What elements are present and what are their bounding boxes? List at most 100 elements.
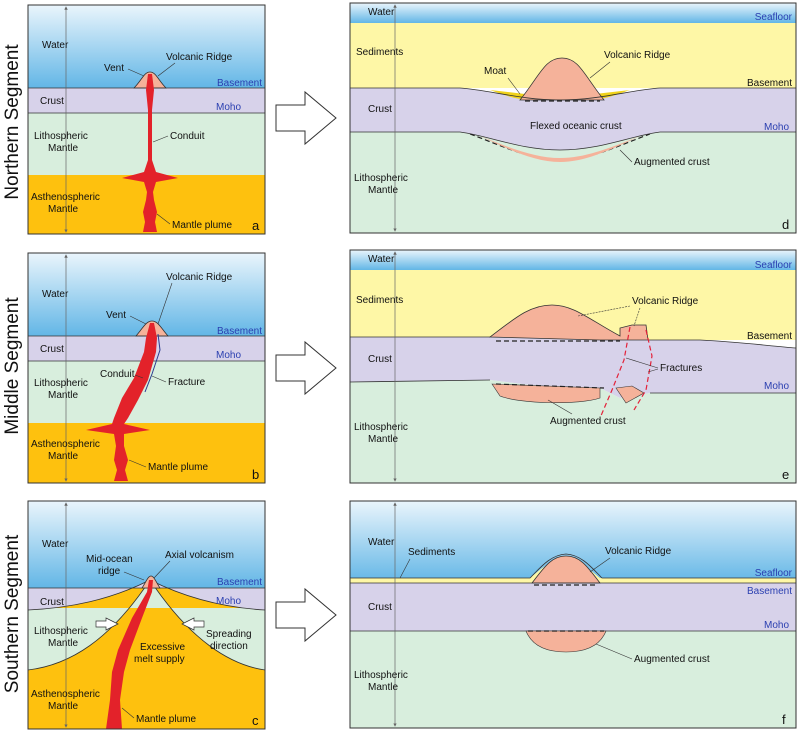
label-seafloor: Seafloor bbox=[755, 568, 793, 579]
segment-label-northern: Northern Segment bbox=[2, 44, 23, 200]
fracture-line bbox=[599, 326, 631, 419]
label-conduit: Conduit bbox=[100, 369, 135, 380]
label-moho: Moho bbox=[216, 350, 241, 361]
label-mor-2: ridge bbox=[98, 566, 121, 577]
label-seafloor: Seafloor bbox=[755, 12, 793, 23]
label-crust: Crust bbox=[40, 344, 64, 355]
panel-a: Water Vent Volcanic Ridge Basement Crust… bbox=[27, 4, 266, 235]
label-lith-1: Lithospheric bbox=[354, 173, 408, 184]
label-moat: Moat bbox=[484, 66, 506, 77]
label-augmented-crust: Augmented crust bbox=[634, 654, 710, 665]
label-lith-2: Mantle bbox=[368, 682, 398, 693]
augmented-crust-fill bbox=[525, 630, 607, 653]
label-melt-1: Excessive bbox=[140, 642, 185, 653]
label-asth-2: Mantle bbox=[48, 451, 78, 462]
label-fracture: Fracture bbox=[168, 377, 206, 388]
label-lith-1: Lithospheric bbox=[354, 670, 408, 681]
label-plume: Mantle plume bbox=[148, 462, 208, 473]
lithosphere bbox=[350, 132, 796, 233]
label-asth-1: Asthenospheric bbox=[31, 439, 100, 450]
label-volcanic-ridge: Volcanic Ridge bbox=[166, 52, 233, 63]
label-basement: Basement bbox=[747, 78, 792, 89]
label-crust: Crust bbox=[368, 104, 392, 115]
label-seafloor: Seafloor bbox=[755, 260, 793, 271]
label-water: Water bbox=[368, 7, 395, 18]
label-melt-2: melt supply bbox=[134, 654, 185, 665]
label-basement: Basement bbox=[747, 586, 792, 597]
label-fractures: Fractures bbox=[660, 363, 702, 374]
magma-conduit bbox=[122, 74, 178, 232]
label-asth-2: Mantle bbox=[48, 204, 78, 215]
flexed-crust-dashed bbox=[469, 133, 651, 161]
label-lith-2: Mantle bbox=[48, 143, 78, 154]
label-lith-2: Mantle bbox=[368, 434, 398, 445]
panel-d: Water Seafloor Sediments Volcanic Ridge … bbox=[349, 2, 797, 234]
label-axial-volcanism: Axial volcanism bbox=[165, 550, 234, 561]
fracture-line bbox=[633, 329, 653, 411]
label-lith-2: Mantle bbox=[48, 638, 78, 649]
label-water: Water bbox=[368, 537, 395, 548]
label-volcanic-ridge: Volcanic Ridge bbox=[632, 296, 699, 307]
arrow-b-to-e bbox=[275, 340, 337, 396]
label-mor-1: Mid-ocean bbox=[86, 554, 133, 565]
panel-letter-f: f bbox=[782, 712, 786, 727]
panel-f: Water Sediments Volcanic Ridge Seafloor … bbox=[349, 500, 797, 729]
label-lith-1: Lithospheric bbox=[34, 378, 88, 389]
fracture-line bbox=[144, 333, 161, 393]
label-vent: Vent bbox=[106, 310, 126, 321]
label-crust: Crust bbox=[40, 597, 64, 608]
label-lith-1: Lithospheric bbox=[354, 422, 408, 433]
crust-flexed bbox=[350, 88, 796, 150]
label-asth-1: Asthenospheric bbox=[31, 689, 100, 700]
panel-letter-a: a bbox=[252, 218, 260, 233]
panel-letter-d: d bbox=[782, 217, 789, 232]
label-lith-2: Mantle bbox=[368, 185, 398, 196]
label-volcanic-ridge: Volcanic Ridge bbox=[166, 272, 233, 283]
volcanic-ridge-shape bbox=[531, 555, 601, 584]
label-water: Water bbox=[42, 539, 69, 550]
label-sediments: Sediments bbox=[356, 295, 403, 306]
label-crust: Crust bbox=[368, 602, 392, 613]
augmented-crust-fill bbox=[480, 136, 640, 162]
label-spreading-1: Spreading bbox=[206, 629, 252, 640]
label-augmented-crust: Augmented crust bbox=[634, 157, 710, 168]
label-sediments: Sediments bbox=[356, 47, 403, 58]
arrow-a-to-d bbox=[275, 90, 337, 146]
label-plume: Mantle plume bbox=[172, 220, 232, 231]
label-moho: Moho bbox=[764, 620, 789, 631]
augmented-crust-fill bbox=[491, 383, 601, 403]
arrow-c-to-f bbox=[275, 587, 337, 643]
segment-label-southern: Southern Segment bbox=[2, 534, 23, 693]
label-moho: Moho bbox=[764, 381, 789, 392]
label-lith-1: Lithospheric bbox=[34, 131, 88, 142]
label-water: Water bbox=[42, 289, 69, 300]
spreading-arrow-right bbox=[181, 617, 205, 631]
label-conduit: Conduit bbox=[170, 131, 205, 142]
crust-band bbox=[350, 337, 796, 398]
label-moho: Moho bbox=[216, 596, 241, 607]
label-volcanic-ridge: Volcanic Ridge bbox=[605, 546, 672, 557]
magma-melt bbox=[106, 580, 153, 729]
panel-e: Water Seafloor Sediments Volcanic Ridge … bbox=[349, 249, 797, 484]
segment-label-middle: Middle Segment bbox=[2, 297, 23, 435]
panel-letter-e: e bbox=[782, 467, 789, 482]
spreading-arrow-left bbox=[95, 617, 119, 631]
label-sediments: Sediments bbox=[408, 547, 455, 558]
label-volcanic-ridge: Volcanic Ridge bbox=[604, 50, 671, 61]
label-vent: Vent bbox=[104, 63, 124, 74]
label-water: Water bbox=[42, 40, 69, 51]
label-moho: Moho bbox=[216, 102, 241, 113]
label-crust: Crust bbox=[40, 96, 64, 107]
panel-letter-c: c bbox=[252, 713, 259, 728]
label-flexed-crust: Flexed oceanic crust bbox=[530, 121, 622, 132]
label-basement: Basement bbox=[217, 78, 262, 89]
lithosphere bbox=[350, 380, 796, 483]
label-asth-1: Asthenospheric bbox=[31, 192, 100, 203]
label-crust: Crust bbox=[368, 354, 392, 365]
label-plume: Mantle plume bbox=[136, 714, 196, 725]
label-basement: Basement bbox=[217, 577, 262, 588]
label-lith-2: Mantle bbox=[48, 390, 78, 401]
label-spreading-2: direction bbox=[210, 641, 248, 652]
label-augmented-crust: Augmented crust bbox=[550, 416, 626, 427]
